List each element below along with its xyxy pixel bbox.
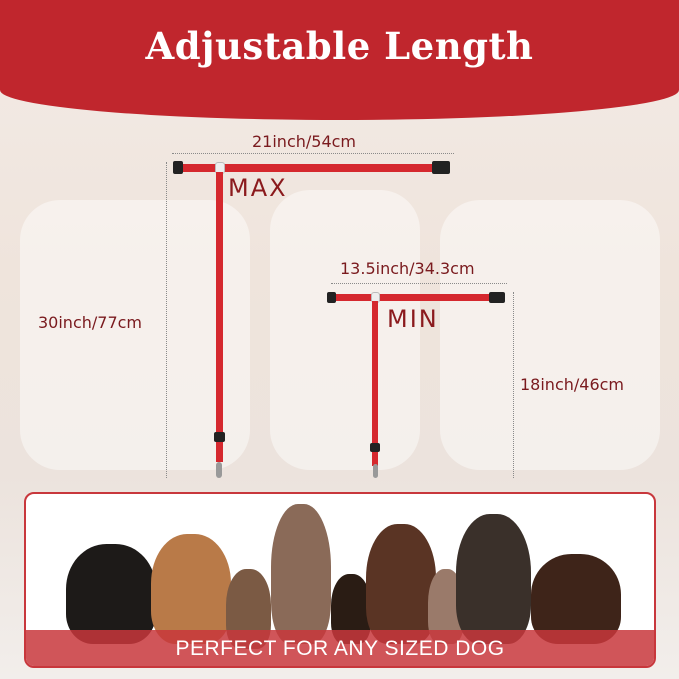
min-width-dimension-line (331, 283, 507, 284)
snap-hook-icon (373, 464, 378, 478)
buckle-icon (173, 161, 183, 174)
car-seat-middle (270, 190, 420, 470)
max-strap-horizontal (180, 164, 446, 172)
min-width-label: 13.5inch/34.3cm (340, 259, 475, 278)
max-width-label: 21inch/54cm (252, 132, 357, 151)
dog-image (366, 524, 436, 644)
car-seat-right (440, 200, 660, 470)
buckle-icon (489, 292, 505, 303)
header-banner (0, 0, 679, 120)
dog-image (151, 534, 231, 644)
min-height-dimension-line (513, 292, 514, 478)
adjuster-icon (214, 432, 225, 442)
banner-strip (26, 630, 654, 666)
buckle-icon (432, 161, 450, 174)
max-height-label: 30inch/77cm (38, 313, 143, 332)
min-strap-vertical (372, 301, 378, 466)
buckle-icon (327, 292, 336, 303)
dog-image (66, 544, 156, 644)
max-height-dimension-line (166, 162, 167, 478)
banner-text: PERFECT FOR ANY SIZED DOG (175, 637, 505, 660)
dog-image (271, 504, 331, 644)
dog-image (531, 554, 621, 644)
min-strap-horizontal (334, 294, 498, 301)
min-height-label: 18inch/46cm (520, 375, 625, 394)
car-seat-left (20, 200, 250, 470)
dog-image (456, 514, 531, 644)
adjuster-icon (370, 443, 380, 452)
snap-hook-icon (216, 462, 222, 478)
max-label: MAX (228, 174, 288, 202)
page-title: Adjustable Length (145, 24, 534, 68)
max-strap-vertical (216, 172, 223, 462)
min-label: MIN (387, 305, 439, 333)
max-width-dimension-line (172, 153, 454, 154)
dogs-photo-panel: PERFECT FOR ANY SIZED DOG (24, 492, 656, 668)
